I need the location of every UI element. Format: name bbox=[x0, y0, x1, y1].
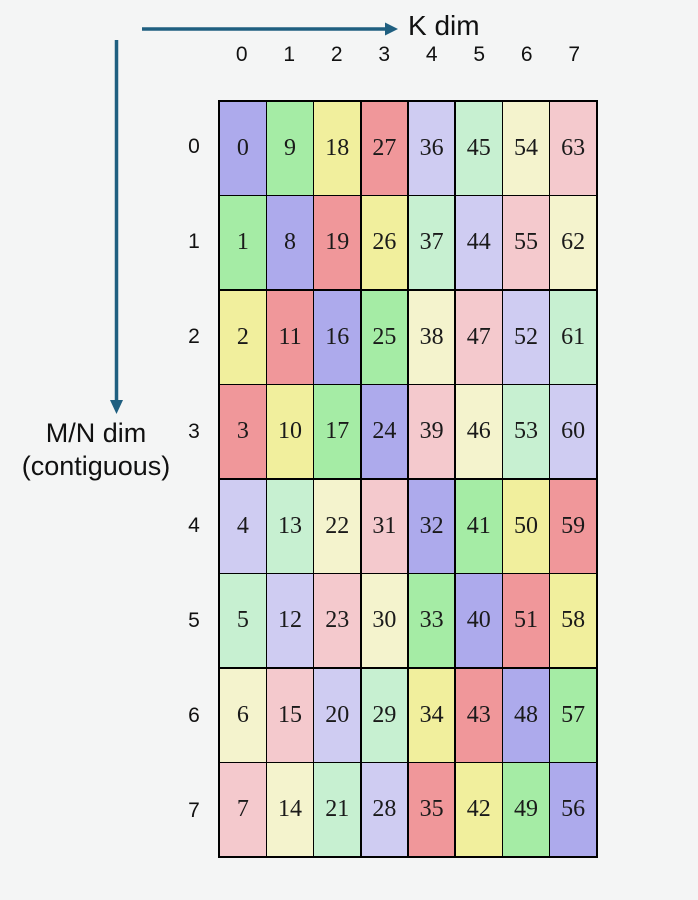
grid-cell: 33 bbox=[408, 574, 455, 668]
k-dim-arrow bbox=[142, 22, 398, 36]
grid-cell: 3 bbox=[220, 385, 266, 479]
grid-cell: 47 bbox=[455, 290, 502, 384]
grid-cell: 62 bbox=[550, 196, 596, 290]
col-header: 3 bbox=[378, 43, 391, 66]
row-header: 0 bbox=[188, 135, 200, 159]
grid-cell: 51 bbox=[503, 574, 549, 668]
mn-dim-axis-label-line1: M/N dim bbox=[45, 418, 147, 448]
grid-cell: 36 bbox=[408, 102, 455, 195]
grid-cell: 10 bbox=[267, 385, 313, 479]
grid-cell: 49 bbox=[503, 763, 549, 856]
grid-cell: 43 bbox=[455, 668, 502, 762]
mn-dim-axis-label: M/N dim (contiguous) bbox=[0, 417, 192, 483]
grid-cell: 45 bbox=[455, 102, 502, 195]
col-header: 0 bbox=[235, 43, 248, 66]
k-dim-axis-label: K dim bbox=[408, 10, 480, 41]
grid-cell: 13 bbox=[267, 479, 313, 573]
row-headers: 0 1 2 3 4 5 6 7 bbox=[180, 100, 208, 858]
grid-cell: 48 bbox=[503, 668, 549, 762]
grid-cell: 23 bbox=[314, 574, 361, 668]
grid-cell: 27 bbox=[361, 102, 408, 195]
grid-cell: 41 bbox=[455, 479, 502, 573]
grid-cell: 60 bbox=[550, 385, 596, 479]
col-header: 2 bbox=[330, 43, 343, 66]
grid-cell: 8 bbox=[267, 196, 313, 290]
grid-cell: 61 bbox=[550, 290, 596, 384]
col-header: 4 bbox=[425, 43, 438, 66]
row-header: 2 bbox=[188, 324, 200, 348]
grid-cell: 31 bbox=[361, 479, 408, 573]
grid-cell: 46 bbox=[455, 385, 502, 479]
row-header: 1 bbox=[188, 230, 200, 254]
grid-cell: 53 bbox=[503, 385, 549, 479]
grid-cell: 28 bbox=[361, 763, 408, 856]
grid-cell: 54 bbox=[503, 102, 549, 195]
grid-cell: 55 bbox=[503, 196, 549, 290]
row-header: 7 bbox=[188, 798, 200, 822]
grid-cell: 15 bbox=[267, 668, 313, 762]
grid-cell: 17 bbox=[314, 385, 361, 479]
grid-cell: 37 bbox=[408, 196, 455, 290]
column-headers: 0 1 2 3 4 5 6 7 bbox=[218, 42, 598, 68]
grid-cell: 34 bbox=[408, 668, 455, 762]
grid-cell: 38 bbox=[408, 290, 455, 384]
col-header: 5 bbox=[473, 43, 486, 66]
grid-cell: 59 bbox=[550, 479, 596, 573]
grid-cell: 56 bbox=[550, 763, 596, 856]
grid-cell: 50 bbox=[503, 479, 549, 573]
grid-cell: 11 bbox=[267, 290, 313, 384]
row-header: 6 bbox=[188, 703, 200, 727]
grid-cell: 44 bbox=[455, 196, 502, 290]
row-header: 3 bbox=[188, 419, 200, 443]
grid-cell: 7 bbox=[220, 763, 266, 856]
grid-cell: 32 bbox=[408, 479, 455, 573]
mn-dim-axis-label-line2: (contiguous) bbox=[21, 451, 171, 481]
grid-cell: 29 bbox=[361, 668, 408, 762]
grid-cell: 20 bbox=[314, 668, 361, 762]
grid-cell: 19 bbox=[314, 196, 361, 290]
grid-cell: 21 bbox=[314, 763, 361, 856]
grid-cell: 2 bbox=[220, 290, 266, 384]
grid-cell: 52 bbox=[503, 290, 549, 384]
grid-cell: 22 bbox=[314, 479, 361, 573]
col-header: 1 bbox=[283, 43, 296, 66]
row-header: 5 bbox=[188, 609, 200, 633]
grid-cell: 26 bbox=[361, 196, 408, 290]
grid-cell: 1 bbox=[220, 196, 266, 290]
col-header: 7 bbox=[568, 43, 581, 66]
grid-cell: 25 bbox=[361, 290, 408, 384]
grid-cell: 0 bbox=[220, 102, 266, 195]
grid-cell: 16 bbox=[314, 290, 361, 384]
grid-cell: 18 bbox=[314, 102, 361, 195]
mn-dim-arrow bbox=[110, 40, 123, 414]
grid-cell: 39 bbox=[408, 385, 455, 479]
col-header: 6 bbox=[520, 43, 533, 66]
grid-cell: 30 bbox=[361, 574, 408, 668]
grid-cell: 12 bbox=[267, 574, 313, 668]
grid-cell: 42 bbox=[455, 763, 502, 856]
grid-cell: 6 bbox=[220, 668, 266, 762]
grid-cell: 63 bbox=[550, 102, 596, 195]
grid-cell: 24 bbox=[361, 385, 408, 479]
grid-cell: 57 bbox=[550, 668, 596, 762]
matrix-grid: 0 9 18 27 36 45 54 63 1 8 19 26 37 44 55 62 2 11 16 25 38 47 5… bbox=[218, 100, 598, 858]
grid-cell: 4 bbox=[220, 479, 266, 573]
grid-cell: 5 bbox=[220, 574, 266, 668]
row-header: 4 bbox=[188, 514, 200, 538]
grid-cell: 9 bbox=[267, 102, 313, 195]
grid-cell: 40 bbox=[455, 574, 502, 668]
grid-cell: 14 bbox=[267, 763, 313, 856]
grid-cell: 35 bbox=[408, 763, 455, 856]
grid-cell: 58 bbox=[550, 574, 596, 668]
